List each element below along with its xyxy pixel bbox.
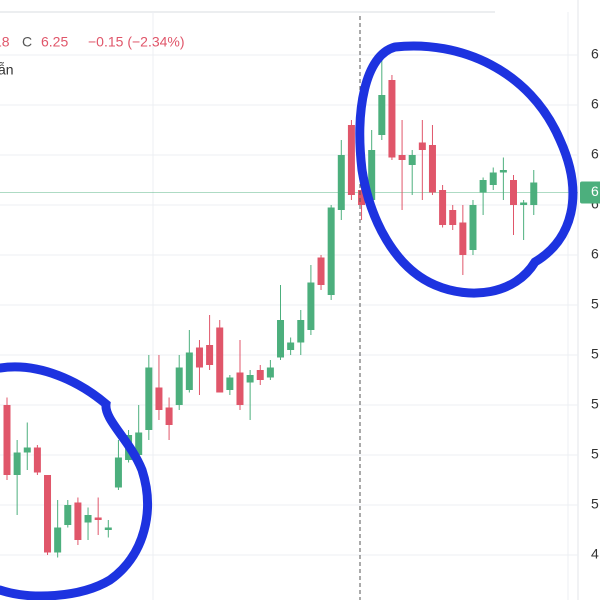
candle-body (449, 210, 457, 225)
header-prefix: 18 (0, 34, 10, 50)
candle-body (104, 527, 112, 530)
candle-body (33, 447, 41, 473)
candle-body (165, 407, 173, 425)
candle-body (64, 505, 72, 525)
candle-body (84, 515, 92, 523)
y-tick-label: 6.6 (591, 96, 600, 112)
candle-body (368, 150, 376, 200)
candle-body (398, 155, 406, 160)
subtitle: ẫn (0, 62, 14, 78)
candle-body (216, 327, 224, 393)
y-tick-label: 5.6 (591, 346, 600, 362)
candle-body (520, 202, 528, 205)
y-tick-label: 6 (591, 246, 599, 262)
candle-body (510, 180, 517, 205)
close-value: 6.25 (41, 34, 68, 50)
y-tick-label: 5.8 (591, 296, 600, 312)
annotation-ellipse (355, 41, 578, 298)
candle-body (74, 502, 82, 540)
last-price-label: 6.25 (591, 183, 600, 199)
last-price-badge (580, 181, 600, 204)
candle-body (297, 320, 305, 343)
candle-body (54, 527, 62, 553)
candle-body (44, 475, 52, 553)
candles (3, 60, 538, 558)
candle-body (459, 222, 467, 255)
candle-body (378, 95, 386, 135)
candle-body (13, 452, 21, 475)
annotations (0, 41, 578, 600)
y-tick-label: 6.2 (591, 196, 600, 212)
candle-body (145, 367, 153, 430)
candle-body (226, 377, 234, 390)
candle-body (185, 352, 193, 390)
y-tick-label: 4.8 (591, 546, 600, 562)
candle-body (114, 457, 122, 488)
candle-body (135, 432, 143, 455)
candle-body (175, 367, 183, 405)
candle-body (358, 190, 366, 205)
candle-body (388, 80, 396, 158)
candle-body (489, 172, 497, 185)
candle-body (530, 182, 538, 205)
candle-body (337, 155, 345, 210)
candle-body (3, 405, 11, 475)
candle-body (469, 205, 477, 250)
candle-body (327, 207, 335, 295)
candle-body (499, 170, 507, 173)
candle-body (418, 142, 426, 150)
annotation-ellipse (0, 362, 152, 600)
candle-body (246, 375, 254, 383)
candle-body (428, 145, 436, 193)
y-tick-label: 5 (591, 496, 599, 512)
candle-body (256, 370, 264, 380)
candle-body (195, 347, 203, 368)
candle-body (266, 367, 274, 378)
candle-body (206, 345, 214, 365)
y-tick-label: 6.8 (591, 46, 600, 62)
y-tick-label: 6.4 (591, 146, 600, 162)
y-tick-label: 5.4 (591, 396, 600, 412)
grid (0, 54, 578, 556)
candle-body (439, 190, 447, 225)
candle-body (155, 387, 163, 410)
y-tick-label: 5.2 (591, 446, 600, 462)
close-label: C (22, 34, 32, 50)
candle-body (94, 517, 102, 520)
candle-body (307, 282, 315, 330)
candle-body (347, 125, 355, 195)
candle-body (479, 180, 487, 193)
change: −0.15 (−2.34%) (88, 34, 185, 50)
candle-body (23, 447, 31, 453)
candle-body (408, 155, 416, 165)
candle-body (287, 342, 295, 350)
price-axis: 6.8 6.6 6.4 6.2 6 5.8 5.6 5.4 5.2 5 4.8 6.25 (580, 46, 600, 562)
candle-body (236, 372, 244, 405)
candle-body (277, 320, 285, 358)
candle-body (317, 257, 325, 285)
